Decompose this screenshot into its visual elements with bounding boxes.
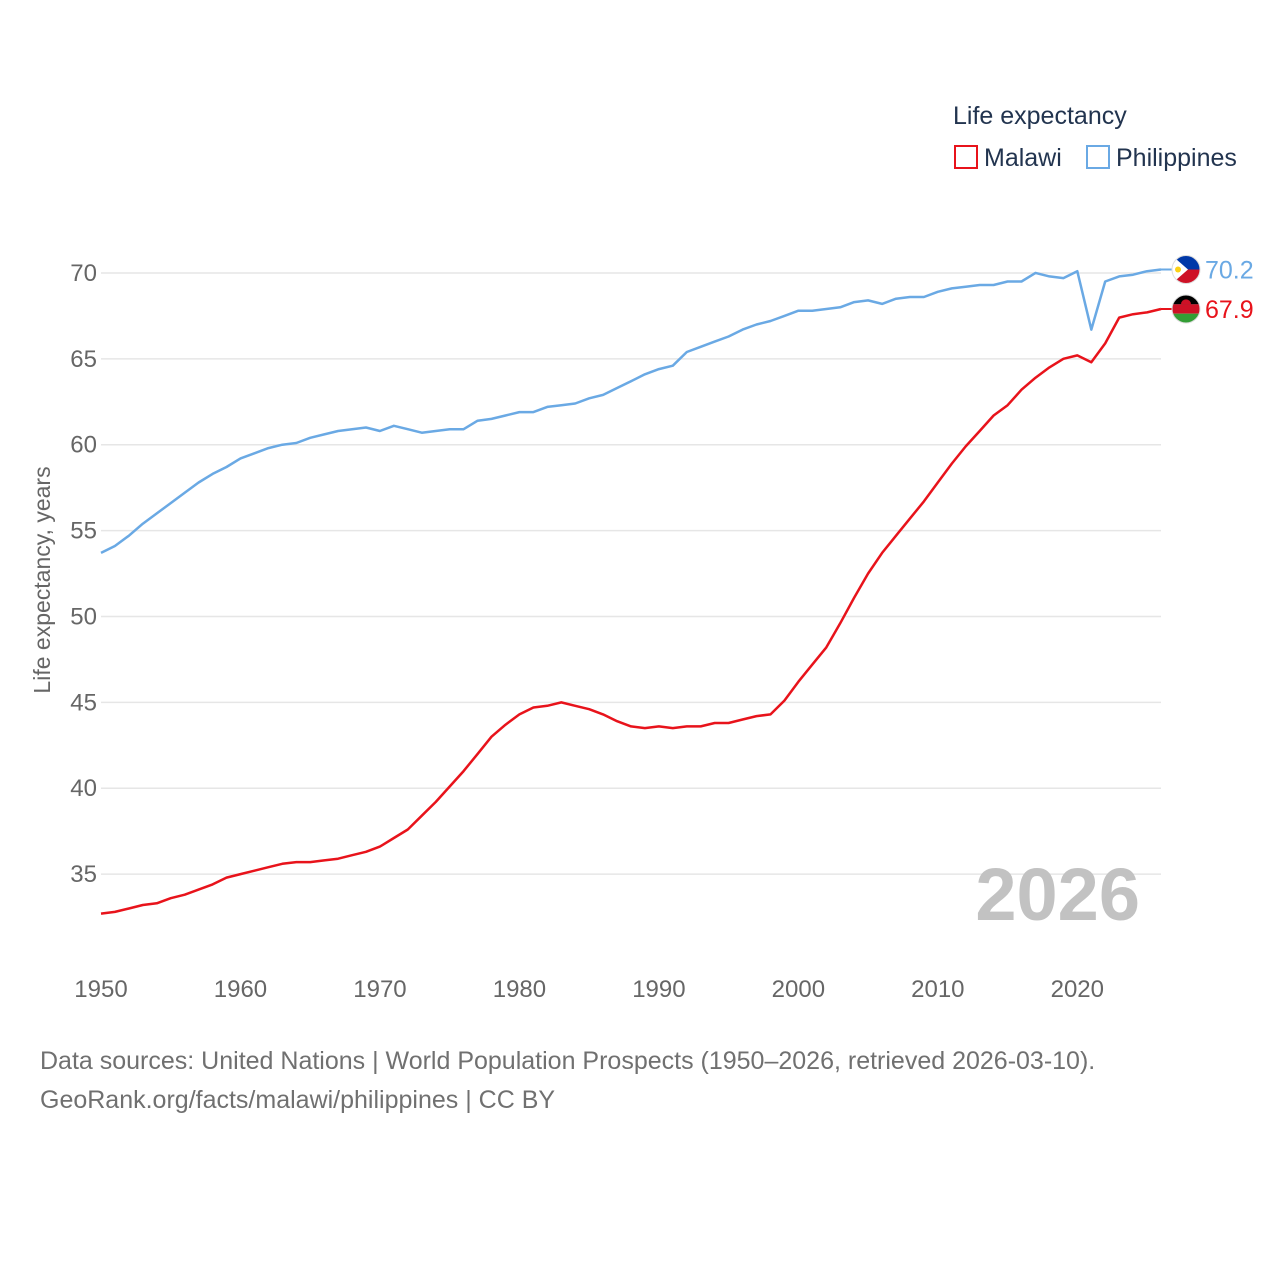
legend: Life expectancy Malawi Philippines [953, 102, 1237, 172]
series-line-philippines [100, 268, 1162, 555]
y-tick-60: 60 [70, 432, 97, 459]
legend-label-malawi: Malawi [984, 144, 1062, 172]
gridlines [101, 272, 1161, 875]
end-label-philippines: 70.2 [1205, 257, 1254, 285]
current-year-label: 2026 [975, 853, 1140, 936]
legend-item-philippines[interactable]: Philippines [1086, 144, 1237, 172]
legend-title: Life expectancy [953, 102, 1127, 130]
footer: Data sources: United Nations | World Pop… [40, 1042, 1095, 1120]
legend-item-malawi[interactable]: Malawi [954, 144, 1062, 172]
attribution-link[interactable]: GeoRank.org/facts/malawi/philippines | C… [40, 1086, 556, 1114]
x-tick-1980: 1980 [493, 976, 546, 1003]
x-axis-ticks: 1950 1960 1970 1980 1990 2000 2010 2020 [74, 976, 1104, 1003]
y-axis-ticks: 35 40 45 50 55 60 65 70 [70, 260, 97, 888]
malawi-flag-icon [1171, 294, 1201, 324]
x-tick-2020: 2020 [1051, 976, 1104, 1003]
series-end-markers: 70.2 67.9 [1171, 255, 1254, 324]
x-tick-1950: 1950 [74, 976, 127, 1003]
y-tick-40: 40 [70, 775, 97, 802]
y-axis-title: Life expectancy, years [29, 466, 55, 693]
y-tick-55: 55 [70, 518, 97, 545]
philippines-flag-icon [1171, 255, 1201, 285]
series-line-malawi [100, 307, 1162, 915]
y-tick-70: 70 [70, 260, 97, 287]
legend-swatch-malawi [954, 145, 978, 169]
y-tick-50: 50 [70, 603, 97, 630]
x-tick-1970: 1970 [353, 976, 406, 1003]
legend-label-philippines: Philippines [1116, 144, 1237, 172]
x-tick-1960: 1960 [214, 976, 267, 1003]
y-tick-65: 65 [70, 346, 97, 373]
x-tick-1990: 1990 [632, 976, 685, 1003]
end-label-malawi: 67.9 [1205, 296, 1254, 324]
series-lines [100, 268, 1172, 915]
legend-swatch-philippines [1086, 145, 1110, 169]
data-sources-text: Data sources: United Nations | World Pop… [40, 1047, 1096, 1075]
y-tick-35: 35 [70, 861, 97, 888]
y-tick-45: 45 [70, 689, 97, 716]
x-tick-2000: 2000 [772, 976, 825, 1003]
x-tick-2010: 2010 [911, 976, 964, 1003]
